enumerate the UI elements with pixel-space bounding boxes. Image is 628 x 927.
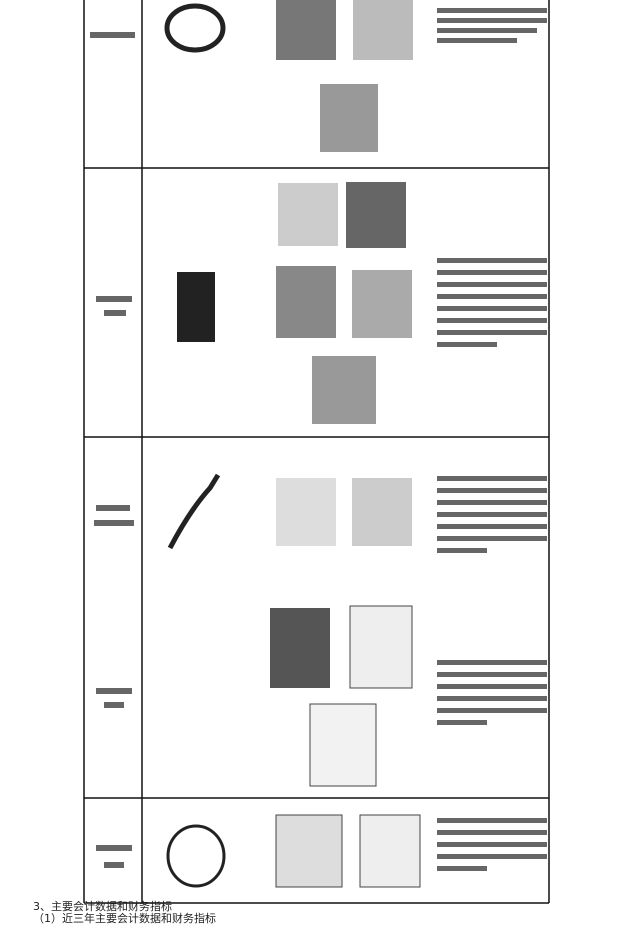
product-table	[83, 0, 550, 904]
section-heading: 3、主要会计数据和财务指标	[33, 900, 172, 913]
section-subheading: （1）近三年主要会计数据和财务指标	[33, 912, 216, 925]
photos	[270, 0, 421, 888]
illegible-text	[90, 8, 547, 871]
table-lines	[83, 0, 550, 904]
product-icons	[164, 3, 226, 888]
